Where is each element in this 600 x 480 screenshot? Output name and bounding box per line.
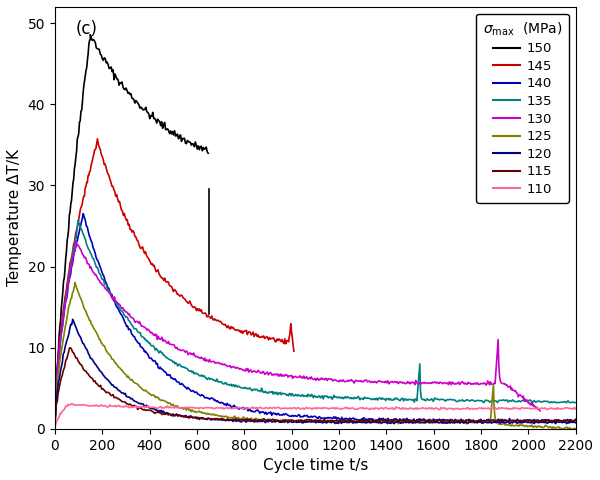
Y-axis label: Temperature ΔT/K: Temperature ΔT/K bbox=[7, 149, 22, 287]
X-axis label: Cycle time t/s: Cycle time t/s bbox=[263, 458, 368, 473]
Text: (c): (c) bbox=[76, 20, 98, 37]
Legend: 150, 145, 140, 135, 130, 125, 120, 115, 110: 150, 145, 140, 135, 130, 125, 120, 115, … bbox=[476, 13, 569, 203]
